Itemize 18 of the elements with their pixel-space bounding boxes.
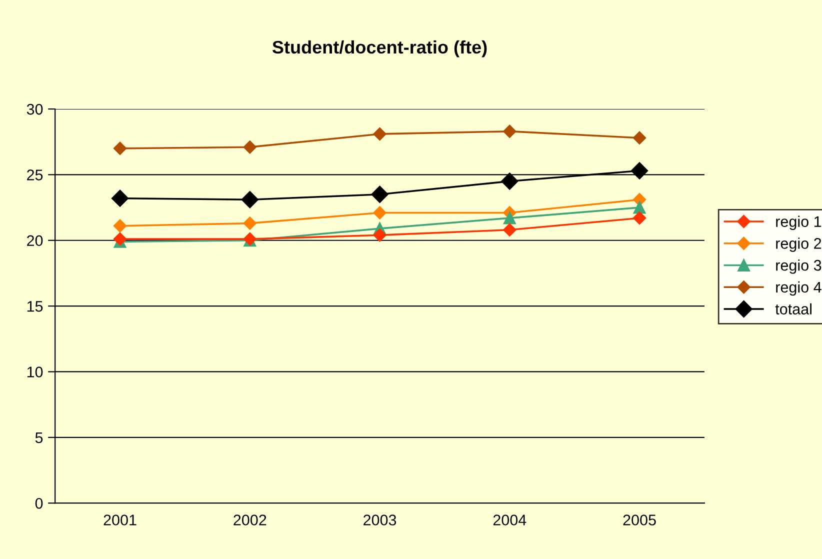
y-tick-label: 15 xyxy=(27,301,43,312)
legend-label: regio 3 xyxy=(776,260,822,274)
y-tick-label: 25 xyxy=(27,170,43,180)
legend-label: regio 1 xyxy=(776,216,822,230)
y-tick-label: 20 xyxy=(27,235,43,246)
y-tick-label: 0 xyxy=(35,498,43,509)
x-tick-label: 2004 xyxy=(493,514,526,526)
x-tick-label: 2001 xyxy=(104,514,136,526)
legend-label: regio 4 xyxy=(776,281,822,296)
x-tick-label: 2003 xyxy=(364,514,396,526)
x-tick-label: 2005 xyxy=(623,514,656,526)
y-tick-label: 30 xyxy=(26,104,43,115)
chart-title: Student/docent-ratio (fte) xyxy=(272,40,487,58)
legend-label: regio 2 xyxy=(776,238,822,252)
y-tick-label: 5 xyxy=(35,432,43,444)
y-tick-label: 10 xyxy=(27,366,43,378)
x-tick-label: 2002 xyxy=(234,514,266,526)
legend-label: totaal xyxy=(775,303,812,315)
